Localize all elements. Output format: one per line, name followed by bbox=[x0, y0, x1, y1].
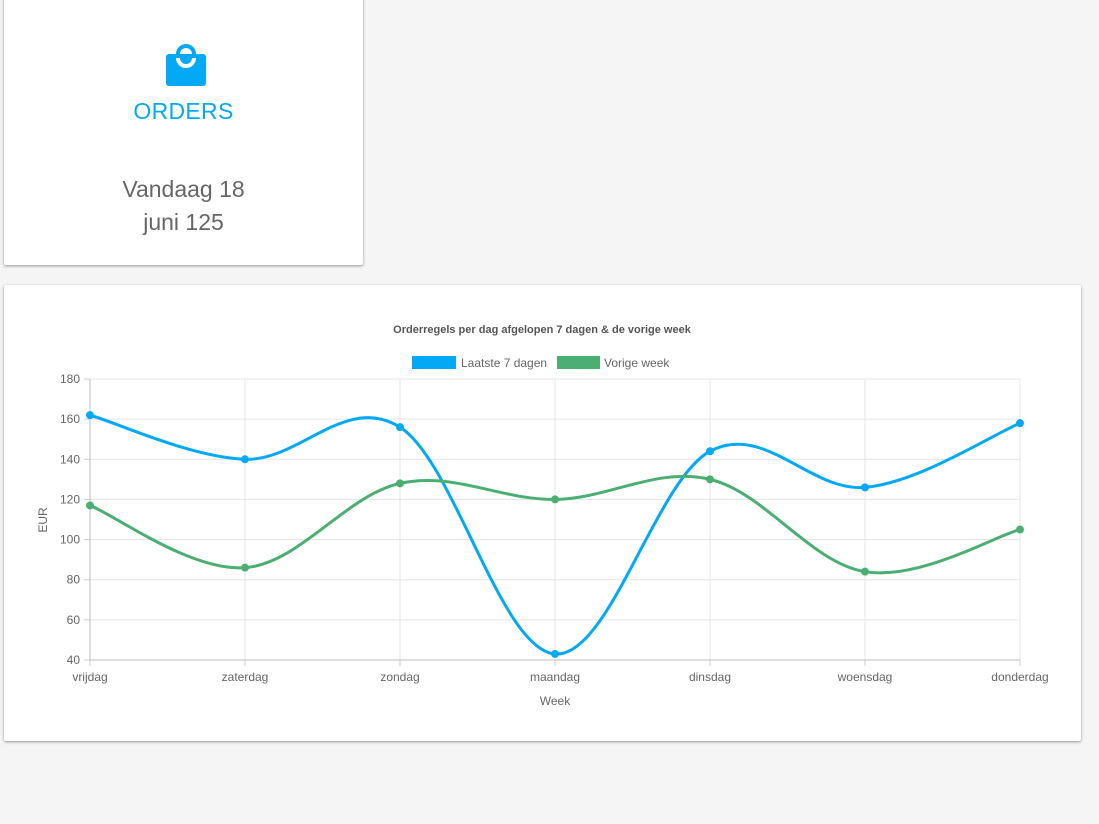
chart-grid bbox=[89, 378, 1021, 661]
y-tick-label: 100 bbox=[60, 533, 80, 547]
x-tick-label: dinsdag bbox=[689, 670, 731, 684]
data-point-vorige-week-dinsdag[interactable] bbox=[706, 475, 714, 484]
y-tick-label: 80 bbox=[67, 573, 81, 587]
y-tick-label: 140 bbox=[60, 452, 80, 466]
orders-today-text: Vandaag 18 bbox=[122, 176, 245, 202]
y-tick-label: 120 bbox=[60, 492, 80, 506]
line-chart: Orderregels per dag afgelopen 7 dagen & … bbox=[36, 324, 1049, 708]
data-point-laatste-7-dagen-dinsdag[interactable] bbox=[706, 447, 714, 456]
data-point-laatste-7-dagen-zaterdag[interactable] bbox=[241, 455, 249, 464]
orders-title: ORDERS bbox=[133, 98, 234, 124]
orders-chart-card: Orderregels per dag afgelopen 7 dagen & … bbox=[4, 285, 1081, 741]
data-point-vorige-week-woensdag[interactable] bbox=[861, 567, 869, 576]
data-point-vorige-week-zaterdag[interactable] bbox=[241, 563, 249, 572]
x-axis-label: Week bbox=[540, 694, 571, 708]
data-point-laatste-7-dagen-maandag[interactable] bbox=[551, 649, 559, 658]
legend-label-vorige-week[interactable]: Vorige week bbox=[604, 356, 670, 370]
data-point-vorige-week-zondag[interactable] bbox=[396, 479, 404, 488]
orders-card[interactable]: ORDERS Vandaag 18 juni 125 bbox=[4, 0, 363, 265]
chart-title: Orderregels per dag afgelopen 7 dagen & … bbox=[393, 324, 692, 336]
y-axis-label: EUR bbox=[36, 507, 50, 533]
x-tick-label: maandag bbox=[530, 670, 580, 684]
data-point-laatste-7-dagen-vrijdag[interactable] bbox=[86, 411, 94, 420]
data-point-laatste-7-dagen-woensdag[interactable] bbox=[861, 483, 869, 492]
chart-axes: 40 60 80 100 120 140 160 180 vrijdag zaterdag zond… bbox=[60, 372, 1049, 684]
legend-swatch-laatste-7-dagen[interactable] bbox=[412, 356, 456, 369]
x-tick-label: vrijdag bbox=[72, 670, 107, 684]
data-point-laatste-7-dagen-donderdag[interactable] bbox=[1016, 419, 1024, 428]
data-point-vorige-week-maandag[interactable] bbox=[551, 495, 559, 504]
data-point-vorige-week-vrijdag[interactable] bbox=[86, 501, 94, 510]
x-tick-label: donderdag bbox=[991, 670, 1048, 684]
x-tick-label: zaterdag bbox=[222, 670, 269, 684]
x-tick-label: woensdag bbox=[837, 670, 893, 684]
data-point-laatste-7-dagen-zondag[interactable] bbox=[396, 423, 404, 432]
y-tick-label: 60 bbox=[67, 613, 81, 627]
x-tick-label: zondag bbox=[380, 670, 419, 684]
data-point-vorige-week-donderdag[interactable] bbox=[1016, 525, 1024, 534]
orders-stats: Vandaag 18 juni 125 bbox=[4, 173, 363, 239]
y-tick-label: 180 bbox=[60, 372, 80, 386]
shopping-bag-icon bbox=[163, 40, 209, 86]
chart-legend[interactable]: Laatste 7 dagen Vorige week bbox=[412, 356, 670, 370]
legend-swatch-vorige-week[interactable] bbox=[557, 356, 600, 369]
legend-label-laatste-7-dagen[interactable]: Laatste 7 dagen bbox=[461, 356, 547, 370]
chart-series bbox=[86, 411, 1024, 658]
y-tick-label: 160 bbox=[60, 412, 80, 426]
y-tick-label: 40 bbox=[67, 653, 81, 667]
orders-month-text: juni 125 bbox=[143, 209, 224, 235]
